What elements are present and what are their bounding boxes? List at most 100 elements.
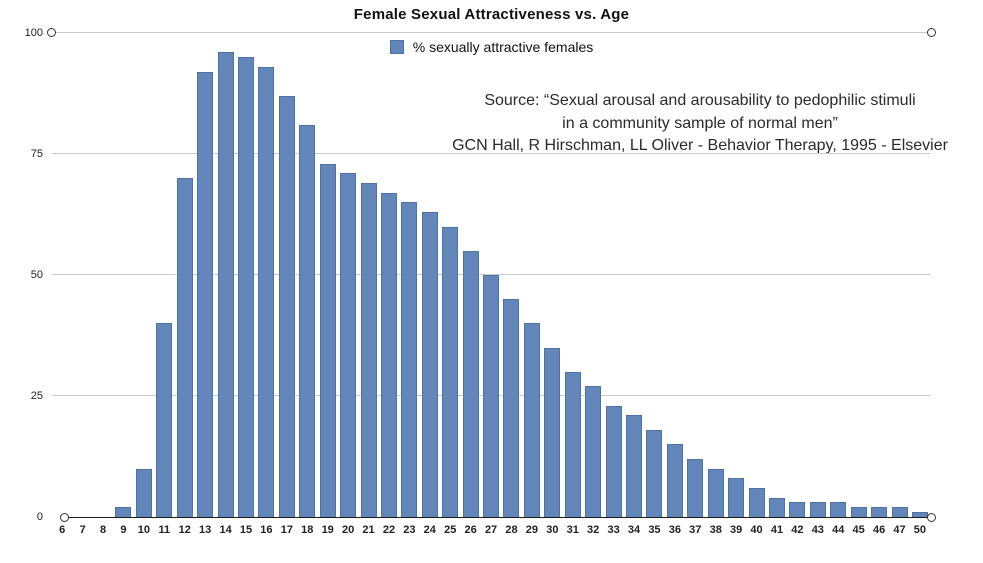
bar-slot <box>420 33 440 517</box>
x-tick-label: 25 <box>444 524 457 536</box>
x-tick-label: 8 <box>99 524 107 536</box>
x-tick-label: 9 <box>120 524 127 536</box>
chart-legend: % sexually attractive females <box>0 39 983 55</box>
bar-slot <box>501 33 521 517</box>
bar <box>544 347 561 517</box>
bar <box>442 226 459 517</box>
x-tick-label: 24 <box>423 524 436 536</box>
bar-slot <box>195 33 215 517</box>
gridline <box>52 274 930 275</box>
bar <box>830 502 847 517</box>
bar-slot <box>828 33 848 517</box>
x-tick-label: 27 <box>484 524 498 536</box>
bar-slot <box>215 33 235 517</box>
x-tick-label: 7 <box>79 524 86 536</box>
x-tick-label: 14 <box>219 524 232 536</box>
bar <box>728 478 745 517</box>
x-tick-label: 19 <box>321 524 334 536</box>
calibration-handle-icon[interactable] <box>927 28 936 37</box>
x-tick-label: 45 <box>852 524 865 536</box>
bar-slot <box>440 33 460 517</box>
bar <box>197 71 214 517</box>
bar <box>687 458 704 517</box>
y-tick-label: 50 <box>30 269 43 281</box>
bar-slot <box>603 33 623 517</box>
bar-slot <box>277 33 297 517</box>
bar <box>278 95 295 517</box>
source-line-1: Source: “Sexual arousal and arousability… <box>484 92 916 109</box>
bar <box>156 323 173 517</box>
bar <box>238 57 254 517</box>
x-tick-label: 16 <box>260 524 273 536</box>
bar <box>380 192 397 517</box>
bar <box>401 202 418 517</box>
calibration-handle-icon[interactable] <box>927 513 936 522</box>
x-tick-label: 32 <box>587 524 600 536</box>
chart-title: Female Sexual Attractiveness vs. Age <box>353 6 630 23</box>
calibration-handle-icon[interactable] <box>60 513 69 522</box>
bar-slot <box>93 33 113 517</box>
x-tick-label: 38 <box>709 524 722 536</box>
bar-slot <box>72 33 92 517</box>
x-tick-label: 21 <box>362 524 375 536</box>
bar <box>340 173 357 517</box>
bar-slot <box>787 33 807 517</box>
x-tick-label: 41 <box>770 524 784 536</box>
bar <box>789 502 806 517</box>
x-axis-tick-labels: 6 7 8 9 10 11 12 13 14 15 16 17 18 19 20 21 22 23 24 25 26 27… <box>52 517 930 536</box>
x-tick-label: 17 <box>280 524 293 536</box>
bar <box>850 507 867 517</box>
x-tick-label: 23 <box>403 524 416 536</box>
bar <box>483 275 500 517</box>
x-tick-label: 28 <box>505 524 518 536</box>
bar <box>135 468 152 517</box>
legend-swatch-icon <box>389 40 404 54</box>
bar-slot <box>236 33 256 517</box>
bar-slot <box>522 33 542 517</box>
bar-slot <box>746 33 766 517</box>
bar-slot <box>399 33 419 517</box>
x-tick-label: 26 <box>464 524 477 536</box>
legend-label: % sexually attractive females <box>412 39 594 55</box>
bar <box>748 487 765 517</box>
bar-slot <box>889 33 909 517</box>
bar-slot <box>297 33 317 517</box>
source-line-2: in a community sample of normal men” <box>562 114 838 132</box>
x-tick-label: 12 <box>178 524 191 536</box>
x-tick-label: 47 <box>893 524 906 536</box>
gridline <box>52 32 930 33</box>
x-tick-label: 15 <box>239 524 253 536</box>
x-tick-label: 44 <box>832 524 845 536</box>
bar <box>564 371 581 517</box>
bar <box>319 163 336 517</box>
bar <box>360 183 377 517</box>
x-tick-label: 29 <box>525 524 539 536</box>
bar-slot <box>358 33 378 517</box>
y-tick-label: 100 <box>24 27 43 39</box>
bar <box>871 507 888 517</box>
calibration-handle-icon[interactable] <box>47 28 56 37</box>
bar <box>258 66 275 517</box>
bar-slot <box>460 33 480 517</box>
bar-slot <box>726 33 746 517</box>
bar-slot <box>767 33 787 517</box>
x-tick-label: 18 <box>301 524 314 536</box>
bar-slot <box>583 33 603 517</box>
x-tick-label: 30 <box>546 524 559 536</box>
y-tick-label: 75 <box>30 148 43 160</box>
bar <box>626 415 643 517</box>
bar-slot <box>848 33 868 517</box>
x-tick-label: 43 <box>811 524 824 536</box>
x-tick-label: 22 <box>382 524 396 536</box>
bar-slot <box>52 33 72 517</box>
x-tick-label: 13 <box>199 524 212 536</box>
y-tick-label: 25 <box>30 390 43 402</box>
source-line-3: GCN Hall, R Hirschman, LL Oliver - Behav… <box>452 137 948 154</box>
x-tick-label: 42 <box>791 524 804 536</box>
bar-slot <box>910 33 930 517</box>
bar <box>585 386 602 517</box>
bar-slot <box>113 33 133 517</box>
x-tick-label: 50 <box>913 524 927 536</box>
bar <box>891 507 908 517</box>
